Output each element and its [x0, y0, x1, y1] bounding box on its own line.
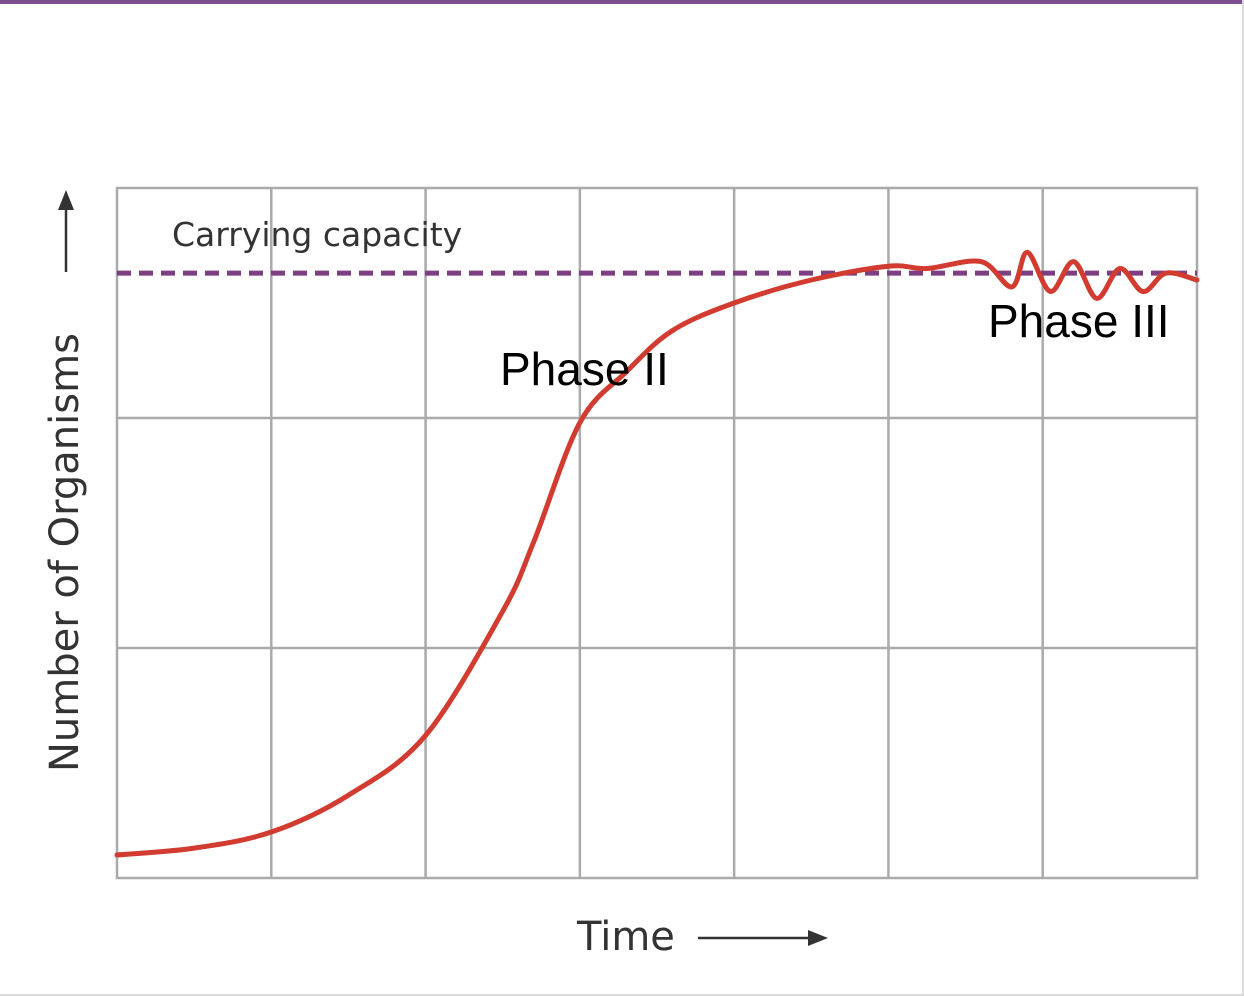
top-border: [0, 0, 1244, 4]
phase-iii-label: Phase III: [988, 295, 1170, 347]
y-axis-label: Number of Organisms: [42, 333, 88, 772]
bottom-border: [0, 994, 1244, 996]
y-axis-arrow: [58, 190, 74, 272]
grid: [117, 188, 1197, 878]
x-axis-label: Time: [576, 914, 675, 960]
phase-ii-label: Phase II: [500, 343, 669, 395]
x-axis-arrow: [698, 930, 828, 946]
plot-frame: [115, 186, 1199, 880]
carrying-capacity-label: Carrying capacity: [172, 215, 462, 254]
right-border: [1242, 0, 1244, 996]
population-curve: [114, 249, 1200, 858]
